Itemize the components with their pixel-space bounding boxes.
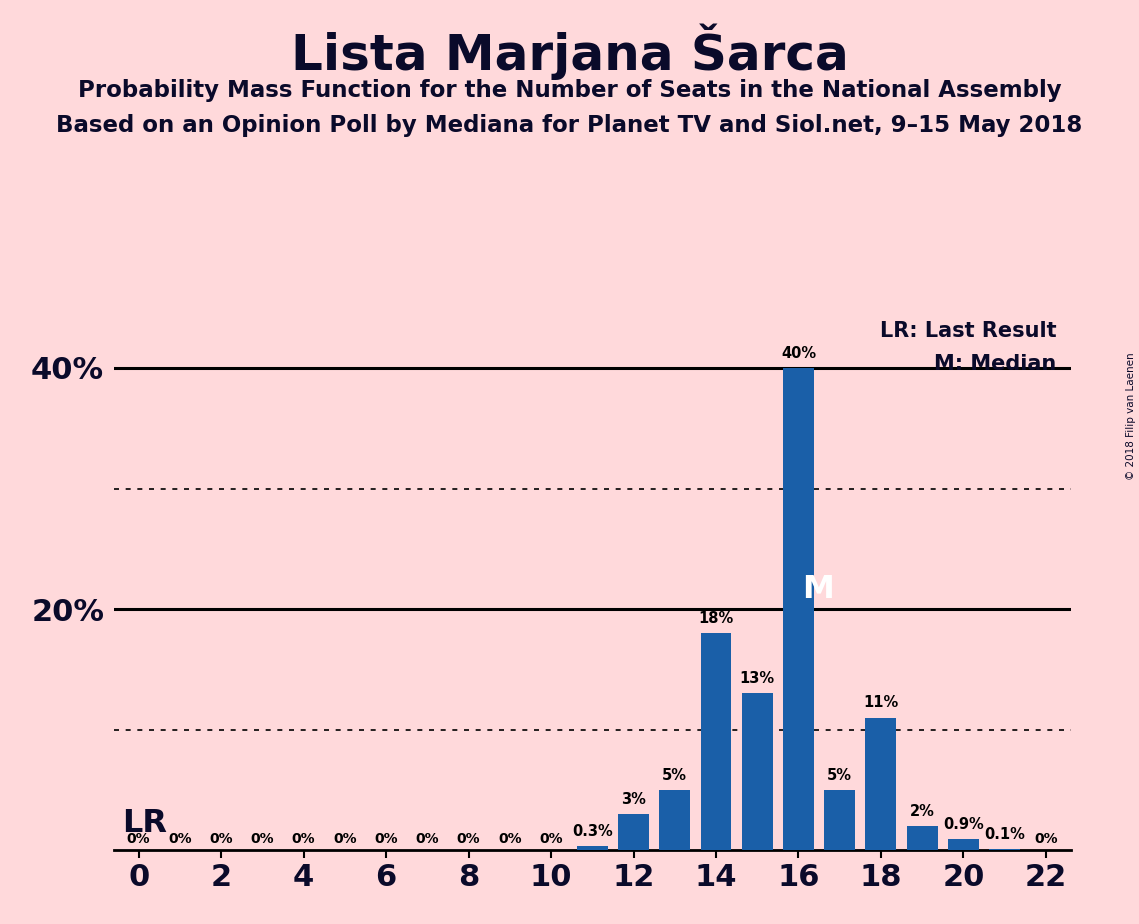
Text: 0%: 0% (210, 833, 233, 846)
Text: LR: LR (122, 808, 167, 839)
Text: 0%: 0% (251, 833, 274, 846)
Bar (907, 826, 937, 850)
Text: Lista Marjana Šarca: Lista Marjana Šarca (290, 23, 849, 79)
Bar (659, 790, 690, 850)
Text: 3%: 3% (621, 792, 646, 807)
Text: 13%: 13% (739, 671, 775, 687)
Text: 0%: 0% (457, 833, 481, 846)
Bar (700, 633, 731, 850)
Text: 0%: 0% (169, 833, 191, 846)
Text: 0.1%: 0.1% (984, 827, 1025, 842)
Bar (948, 839, 978, 850)
Text: 18%: 18% (698, 611, 734, 626)
Text: 0%: 0% (498, 833, 522, 846)
Text: 0%: 0% (539, 833, 563, 846)
Text: 0%: 0% (292, 833, 316, 846)
Text: 0%: 0% (126, 833, 150, 846)
Text: 0%: 0% (1034, 833, 1058, 846)
Text: 5%: 5% (827, 768, 852, 783)
Bar (741, 693, 772, 850)
Bar (576, 846, 608, 850)
Text: M: M (802, 575, 834, 605)
Text: 0%: 0% (375, 833, 398, 846)
Text: 2%: 2% (910, 804, 935, 819)
Text: LR: Last Result: LR: Last Result (879, 321, 1056, 341)
Text: Probability Mass Function for the Number of Seats in the National Assembly: Probability Mass Function for the Number… (77, 79, 1062, 102)
Text: M: Median: M: Median (934, 354, 1056, 374)
Text: 0.9%: 0.9% (943, 817, 984, 832)
Bar (825, 790, 855, 850)
Bar (618, 814, 649, 850)
Bar (782, 368, 814, 850)
Text: Based on an Opinion Poll by Mediana for Planet TV and Siol.net, 9–15 May 2018: Based on an Opinion Poll by Mediana for … (56, 114, 1083, 137)
Text: © 2018 Filip van Laenen: © 2018 Filip van Laenen (1125, 352, 1136, 480)
Text: 11%: 11% (863, 695, 899, 711)
Text: 0%: 0% (333, 833, 357, 846)
Text: 5%: 5% (662, 768, 687, 783)
Text: 0%: 0% (416, 833, 440, 846)
Text: 40%: 40% (781, 346, 816, 360)
Text: 0.3%: 0.3% (572, 824, 613, 839)
Bar (866, 718, 896, 850)
Bar (989, 849, 1021, 850)
